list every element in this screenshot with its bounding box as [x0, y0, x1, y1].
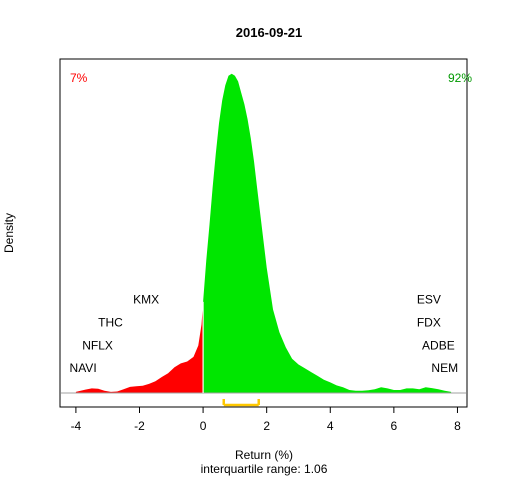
right-ticker-label: FDX: [417, 316, 441, 330]
ticker-labels: NAVI NFLX THC KMX ESV FDX ADBE NEM: [70, 293, 459, 375]
x-tick-label: -4: [71, 419, 82, 433]
positive-density-area: [203, 73, 452, 394]
iqr-bracket: [222, 399, 260, 407]
right-ticker-label: NEM: [431, 361, 458, 375]
right-ticker-label: ADBE: [422, 338, 455, 352]
x-axis: -4 -2 0 2 4 6 8: [71, 407, 461, 433]
right-percentage-label: 92%: [448, 71, 472, 85]
plot-frame: [59, 58, 468, 408]
x-tick-label: 0: [200, 419, 207, 433]
left-percentage-label: 7%: [70, 71, 88, 85]
right-ticker-label: ESV: [417, 293, 441, 307]
left-ticker-label: THC: [98, 316, 123, 330]
x-tick-label: 2: [263, 419, 270, 433]
chart-title: 2016-09-21: [236, 25, 303, 40]
x-axis-label: Return (%): [235, 448, 293, 462]
density-area-layer: [75, 73, 452, 394]
left-ticker-label: NFLX: [82, 338, 113, 352]
x-tick-label: 6: [391, 419, 398, 433]
left-ticker-label: KMX: [133, 293, 159, 307]
y-axis-label: Density: [2, 213, 16, 253]
x-tick-label: 4: [327, 419, 334, 433]
x-tick-label: -2: [134, 419, 145, 433]
negative-density-area: [75, 301, 204, 393]
x-tick-label: 8: [454, 419, 461, 433]
iqr-subtitle: interquartile range: 1.06: [201, 462, 328, 476]
left-ticker-label: NAVI: [70, 361, 97, 375]
